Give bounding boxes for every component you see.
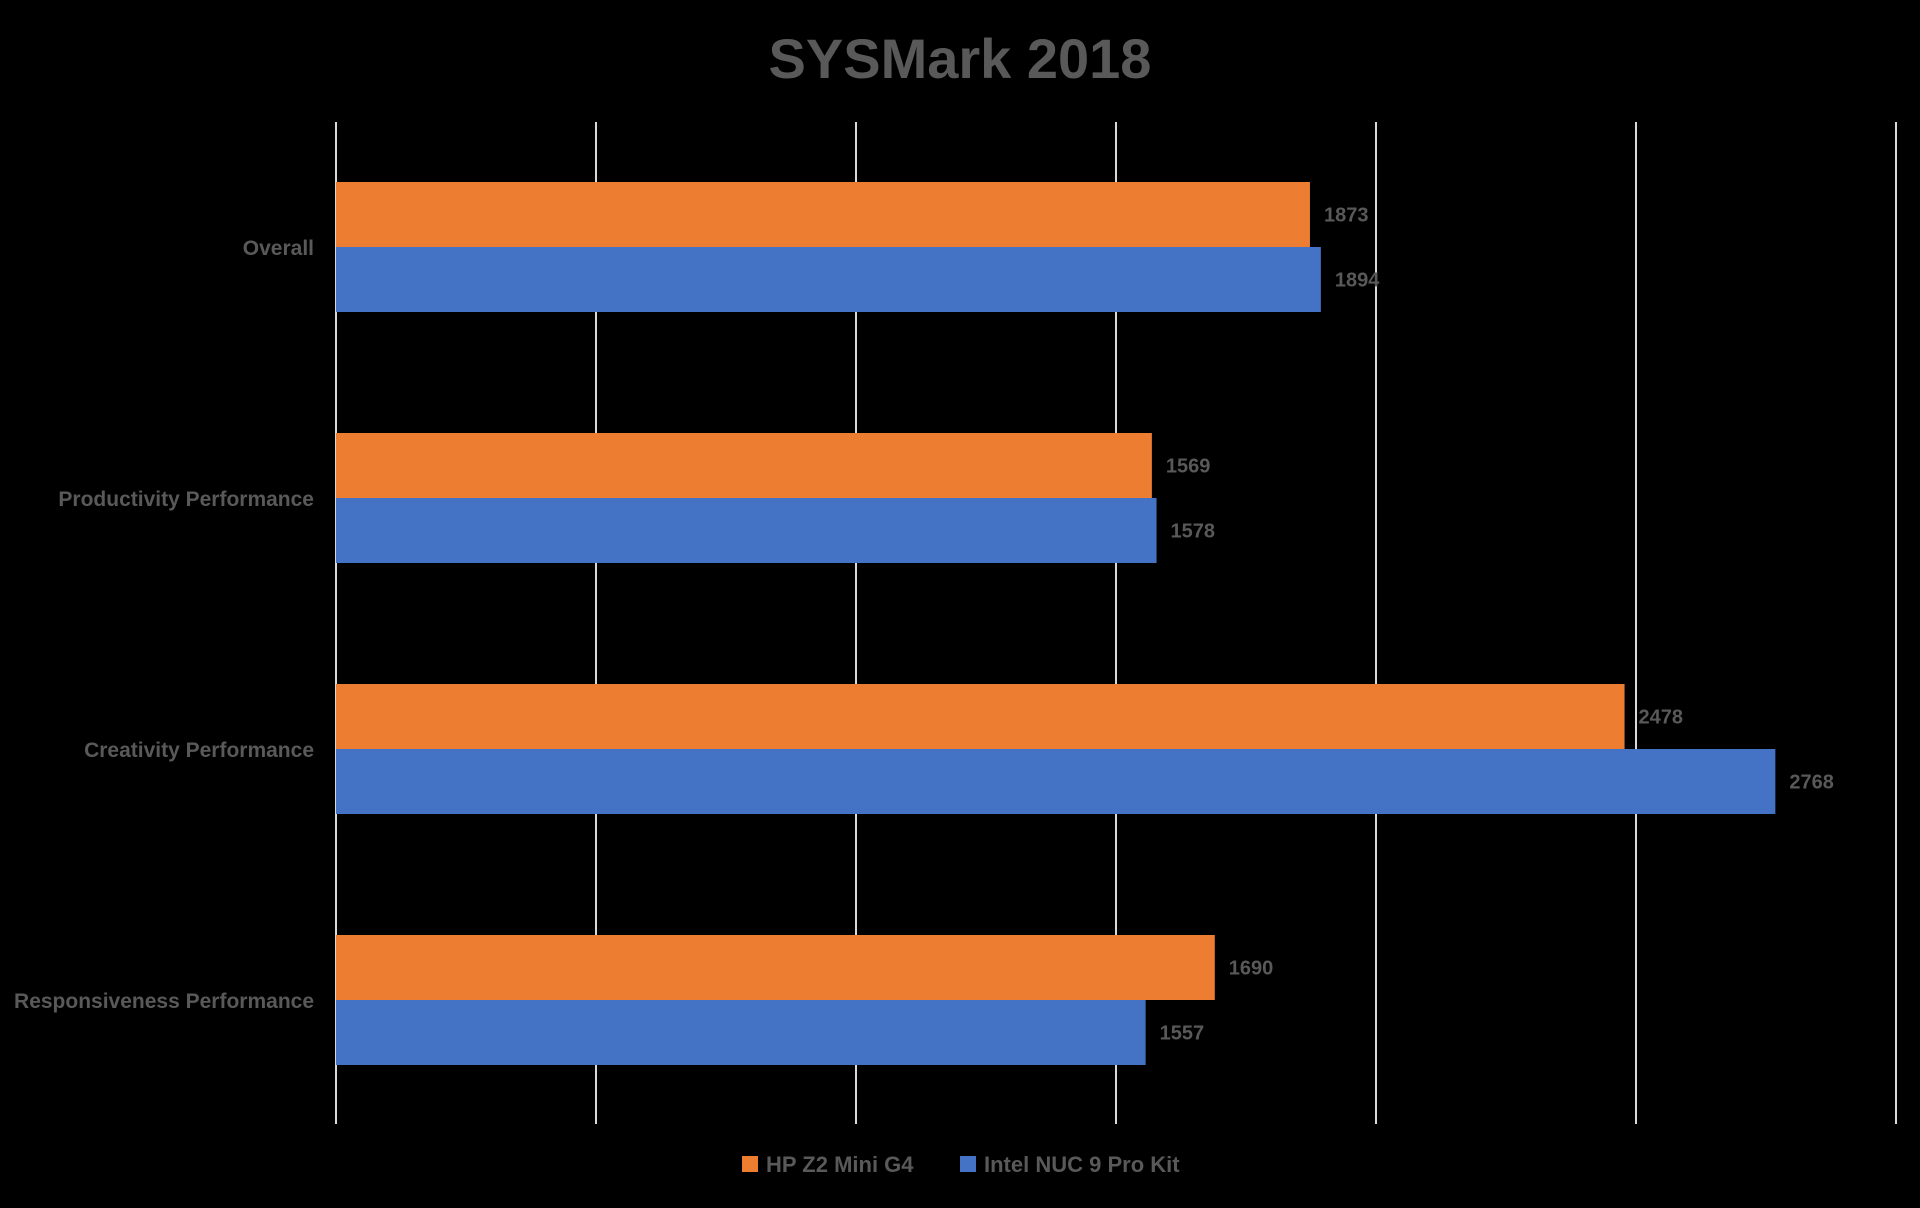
data-label: 1578 <box>1171 521 1216 543</box>
bar-hp-z2-2 <box>336 684 1625 749</box>
bar-hp-z2-3 <box>336 935 1215 1000</box>
bar-hp-z2-0 <box>336 182 1310 247</box>
data-label: 1873 <box>1324 205 1369 227</box>
legend: HP Z2 Mini G4 Intel NUC 9 Pro Kit <box>742 1152 1180 1177</box>
data-label: 1894 <box>1335 270 1380 292</box>
category-label: Responsiveness Performance <box>14 990 314 1013</box>
legend-label: HP Z2 Mini G4 <box>766 1152 914 1177</box>
data-label: 1569 <box>1166 456 1211 478</box>
category-label: Productivity Performance <box>58 488 314 511</box>
bar-intel-nuc-0 <box>336 247 1321 312</box>
bar-intel-nuc-1 <box>336 498 1157 563</box>
category-labels: Overall Productivity Performance Creativit… <box>14 237 314 1013</box>
legend-label: Intel NUC 9 Pro Kit <box>984 1152 1180 1177</box>
bar-intel-nuc-3 <box>336 1000 1146 1065</box>
category-label: Overall <box>243 237 314 260</box>
data-label: 2478 <box>1639 707 1684 729</box>
bar-intel-nuc-2 <box>336 749 1776 814</box>
data-label: 2768 <box>1789 772 1834 794</box>
data-label: 1690 <box>1229 958 1274 980</box>
bars <box>336 182 1776 1065</box>
data-label: 1557 <box>1160 1023 1205 1045</box>
legend-swatch <box>742 1156 758 1172</box>
bar-hp-z2-1 <box>336 433 1152 498</box>
category-label: Creativity Performance <box>84 739 314 762</box>
legend-swatch <box>960 1156 976 1172</box>
chart-title: SYSMark 2018 <box>769 27 1152 90</box>
data-labels: 1873 1894 1569 1578 2478 2768 1690 1557 <box>1160 205 1834 1045</box>
